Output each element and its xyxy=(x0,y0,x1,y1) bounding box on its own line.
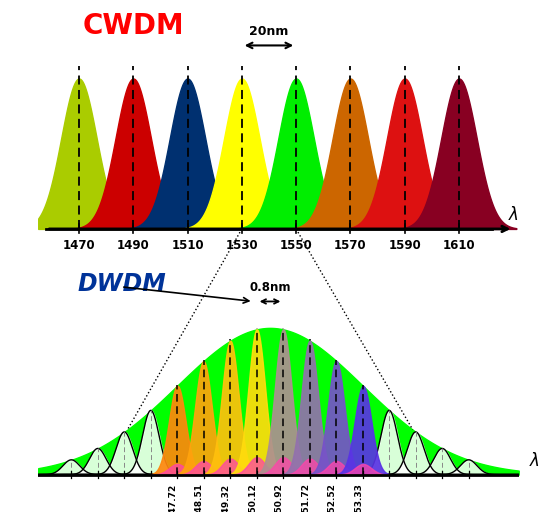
Text: 1552.52: 1552.52 xyxy=(327,483,336,512)
Text: 1550: 1550 xyxy=(280,240,312,252)
Text: 1551.72: 1551.72 xyxy=(301,483,310,512)
Text: DWDM: DWDM xyxy=(78,272,167,296)
Text: CWDM: CWDM xyxy=(82,12,184,40)
Text: 1570: 1570 xyxy=(334,240,367,252)
Text: 1530: 1530 xyxy=(225,240,258,252)
Text: 1510: 1510 xyxy=(171,240,204,252)
Text: 1553.33: 1553.33 xyxy=(354,483,363,512)
Text: $\lambda$: $\lambda$ xyxy=(508,206,519,224)
Text: 0.8nm: 0.8nm xyxy=(250,281,291,294)
Text: 1610: 1610 xyxy=(443,240,475,252)
Text: 1549.32: 1549.32 xyxy=(221,483,230,512)
Text: 1550.12: 1550.12 xyxy=(248,483,257,512)
Text: 1470: 1470 xyxy=(63,240,95,252)
Text: 1547.72: 1547.72 xyxy=(168,483,177,512)
Text: 1548.51: 1548.51 xyxy=(194,483,204,512)
Text: 1550.92: 1550.92 xyxy=(274,483,283,512)
Text: 20nm: 20nm xyxy=(250,25,289,38)
Text: 1490: 1490 xyxy=(117,240,150,252)
Text: 1590: 1590 xyxy=(388,240,421,252)
Text: $\lambda$: $\lambda$ xyxy=(529,452,539,470)
